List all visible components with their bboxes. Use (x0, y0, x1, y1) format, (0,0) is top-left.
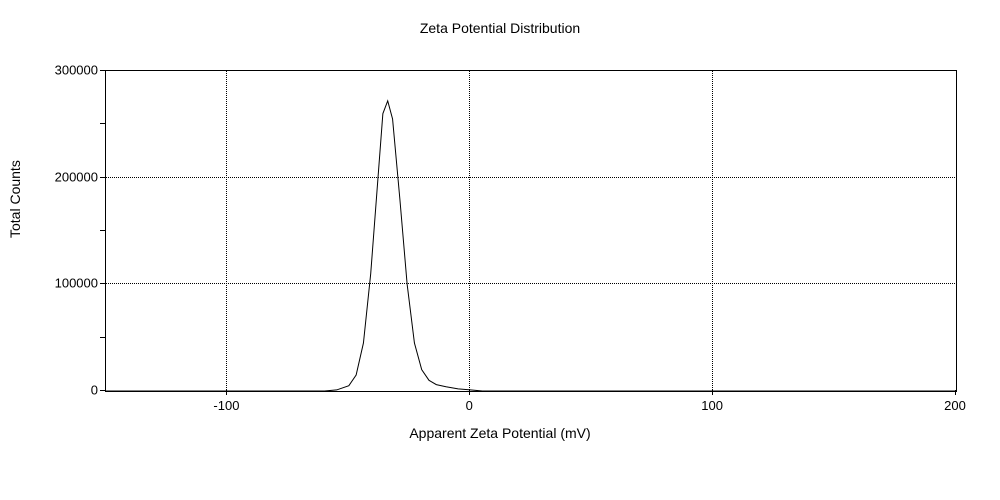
plot-area (105, 70, 957, 392)
x-tick-mark (226, 390, 227, 395)
y-minor-tick-mark (100, 230, 105, 231)
x-tick-mark (469, 390, 470, 395)
x-axis-label: Apparent Zeta Potential (mV) (0, 425, 1000, 441)
x-tick-label: 200 (944, 398, 966, 413)
y-tick-label: 200000 (55, 169, 98, 184)
y-axis-label: Total Counts (7, 160, 23, 238)
y-tick-label: 100000 (55, 276, 98, 291)
y-minor-tick-mark (100, 123, 105, 124)
y-minor-tick-mark (100, 337, 105, 338)
grid-line-horizontal (105, 283, 955, 284)
chart-title: Zeta Potential Distribution (0, 20, 1000, 36)
grid-line-vertical (712, 70, 713, 390)
line-series-svg (106, 71, 956, 391)
y-tick-mark (100, 390, 105, 391)
y-tick-label: 300000 (55, 63, 98, 78)
x-tick-label: 0 (466, 398, 473, 413)
grid-line-horizontal (105, 70, 955, 71)
grid-line-horizontal (105, 177, 955, 178)
y-tick-mark (100, 177, 105, 178)
y-tick-mark (100, 70, 105, 71)
grid-line-vertical (469, 70, 470, 390)
y-tick-mark (100, 283, 105, 284)
y-tick-label: 0 (91, 383, 98, 398)
x-tick-label: 100 (701, 398, 723, 413)
x-tick-mark (955, 390, 956, 395)
x-tick-mark (712, 390, 713, 395)
grid-line-vertical (226, 70, 227, 390)
x-tick-label: -100 (213, 398, 239, 413)
